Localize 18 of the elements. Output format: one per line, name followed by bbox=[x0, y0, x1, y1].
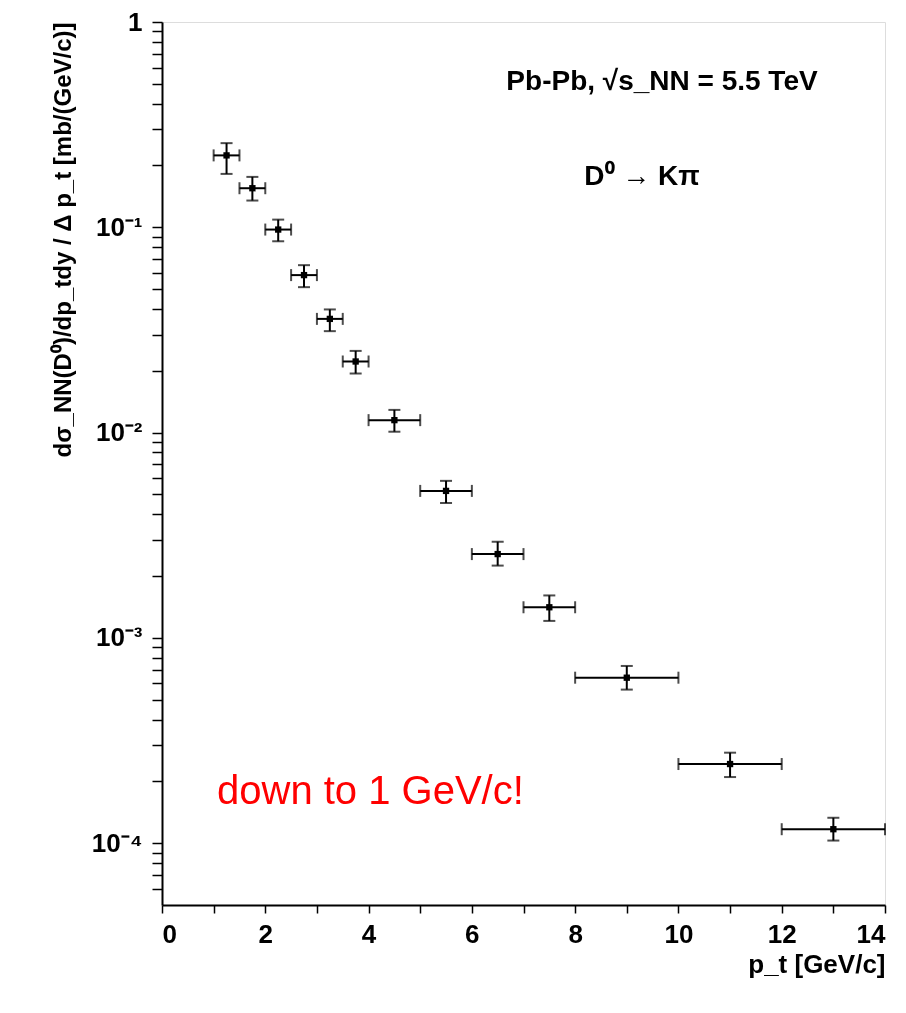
y-tick-label: 10⁻³ bbox=[95, 622, 143, 653]
x-tick-label: 14 bbox=[856, 918, 887, 949]
x-tick-label: 0 bbox=[162, 918, 177, 949]
annotation: down to 1 GeV/c! bbox=[217, 768, 524, 812]
y-tick-label: 1 bbox=[128, 6, 143, 37]
y-tick-label: 10⁻² bbox=[95, 417, 143, 448]
text: D⁰ → Kπ bbox=[584, 160, 700, 191]
y-axis-title: dσ_NN(D⁰)/dp_tdy / Δ p_t [mb/(GeV/c)] bbox=[48, 22, 76, 458]
y-tick-label: 10⁻⁴ bbox=[91, 827, 143, 858]
x-tick-label: 10 bbox=[664, 918, 694, 949]
x-axis-title: p_t [GeV/c] bbox=[748, 948, 886, 979]
y-tick-label: 10⁻¹ bbox=[95, 211, 143, 242]
x-tick-label: 12 bbox=[767, 918, 797, 949]
x-tick-label: 6 bbox=[465, 918, 480, 949]
x-tick-label: 8 bbox=[568, 918, 583, 949]
x-tick-label: 4 bbox=[361, 918, 377, 949]
x-tick-label: 2 bbox=[258, 918, 274, 949]
text: Pb-Pb, √s_NN = 5.5 TeV bbox=[506, 65, 818, 96]
